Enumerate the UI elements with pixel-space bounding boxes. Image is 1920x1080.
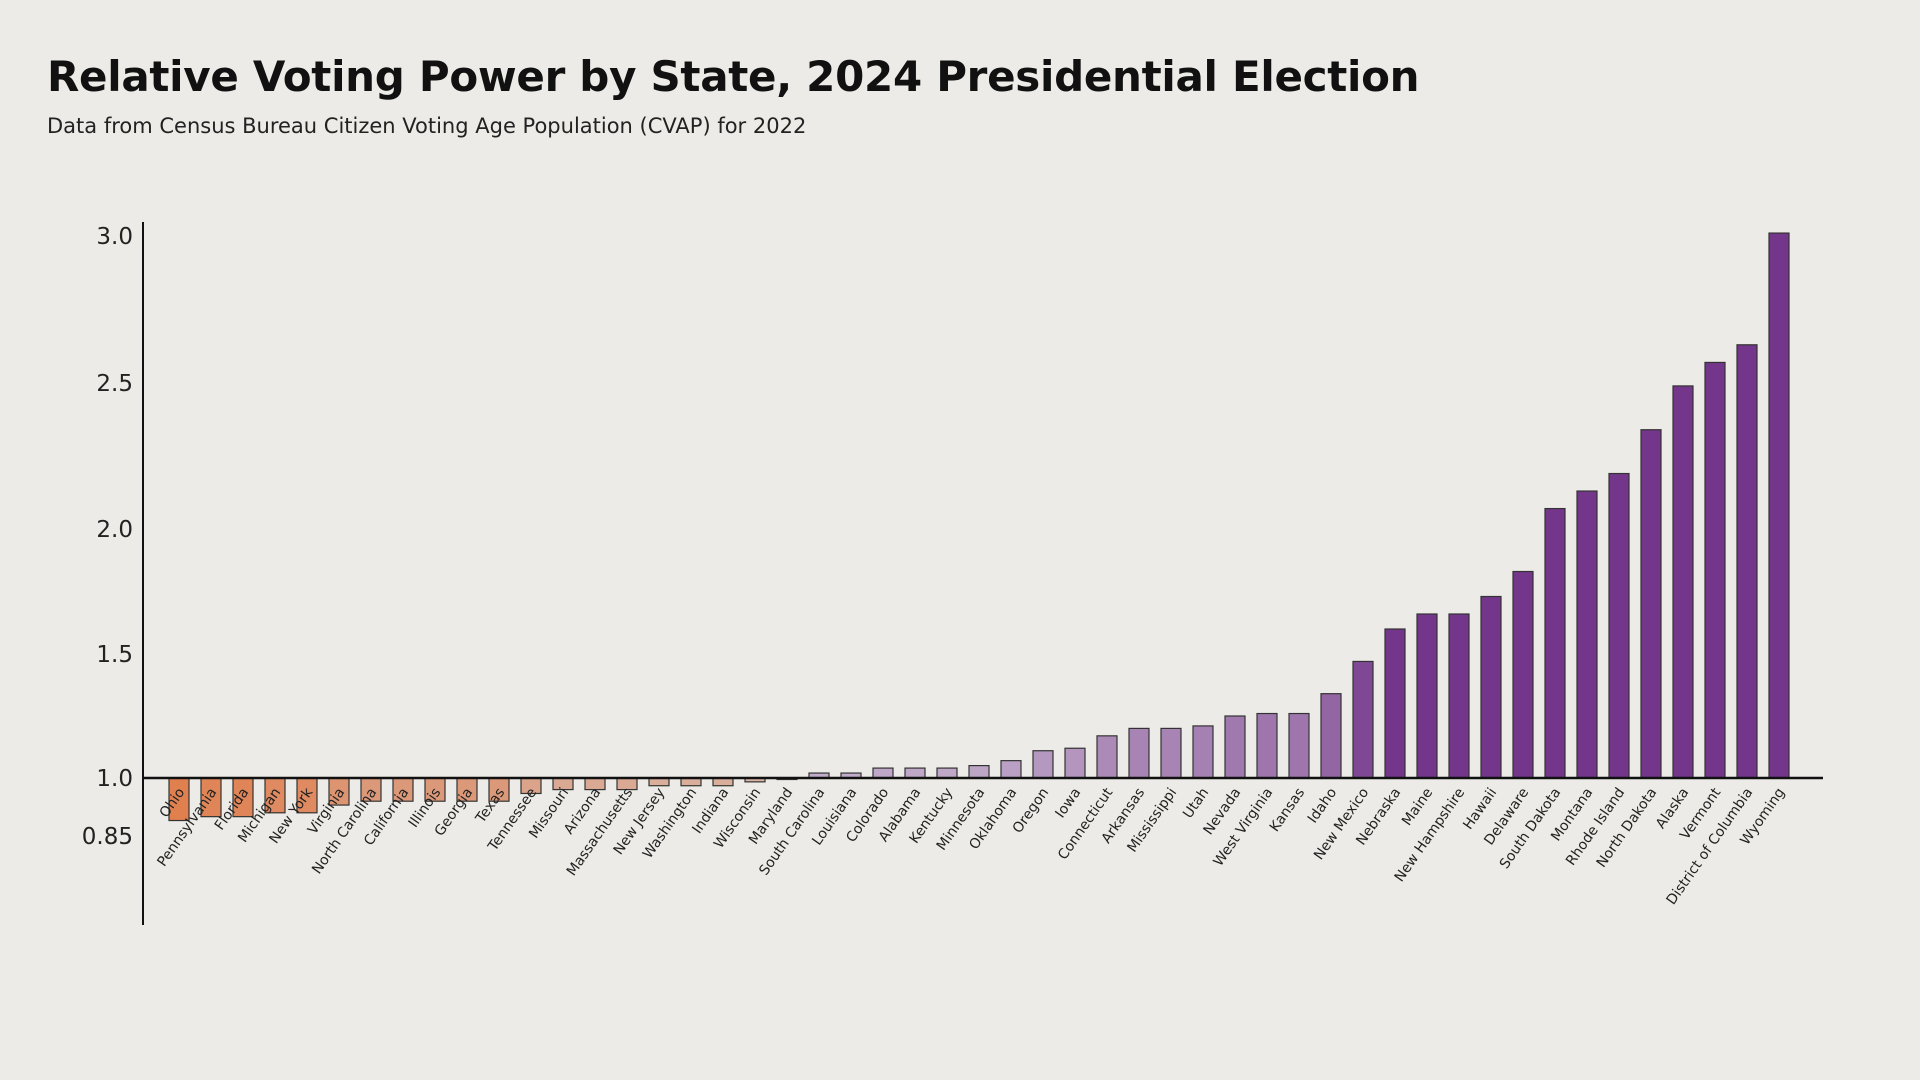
bar-south-dakota: [1544, 507, 1566, 779]
bar-arkansas: [1128, 727, 1150, 779]
x-tick-label: Utah: [1180, 785, 1212, 821]
y-tick-label: 1.5: [96, 642, 133, 668]
bar-wyoming: [1768, 232, 1790, 779]
y-tick-label: 0.85: [82, 824, 133, 850]
bar-utah: [1192, 725, 1214, 779]
bar-new-hampshire: [1448, 613, 1470, 779]
bar-district-of-columbia: [1736, 344, 1758, 779]
bar-kansas: [1288, 712, 1310, 779]
bar-alaska: [1672, 385, 1694, 779]
bar-north-dakota: [1640, 429, 1662, 779]
chart-title: Relative Voting Power by State, 2024 Pre…: [47, 52, 1420, 101]
bar-nebraska: [1384, 628, 1406, 779]
bar-montana: [1576, 490, 1598, 779]
y-tick-label: 2.5: [96, 371, 133, 397]
bar-rhode-island: [1608, 472, 1630, 779]
x-tick-label: Iowa: [1052, 785, 1084, 821]
bar-minnesota: [968, 764, 990, 779]
bar-colorado: [872, 767, 894, 779]
bar-mississippi: [1160, 727, 1182, 779]
bar-iowa: [1064, 747, 1086, 779]
bar-delaware: [1512, 570, 1534, 779]
y-tick-label: 1.0: [96, 766, 133, 792]
chart-subtitle: Data from Census Bureau Citizen Voting A…: [47, 114, 807, 138]
bar-maine: [1416, 613, 1438, 779]
bar-nevada: [1224, 715, 1246, 779]
bar-alabama: [904, 767, 926, 779]
bar-west-virginia: [1256, 712, 1278, 779]
bar-vermont: [1704, 361, 1726, 779]
bar-hawaii: [1480, 595, 1502, 779]
y-tick-label: 2.0: [96, 517, 133, 543]
bar-kentucky: [936, 767, 958, 779]
y-tick-label: 3.0: [96, 224, 133, 250]
bar-connecticut: [1096, 735, 1118, 779]
bar-new-mexico: [1352, 660, 1374, 779]
bar-idaho: [1320, 693, 1342, 779]
bar-oregon: [1032, 750, 1054, 779]
bar-oklahoma: [1000, 760, 1022, 779]
